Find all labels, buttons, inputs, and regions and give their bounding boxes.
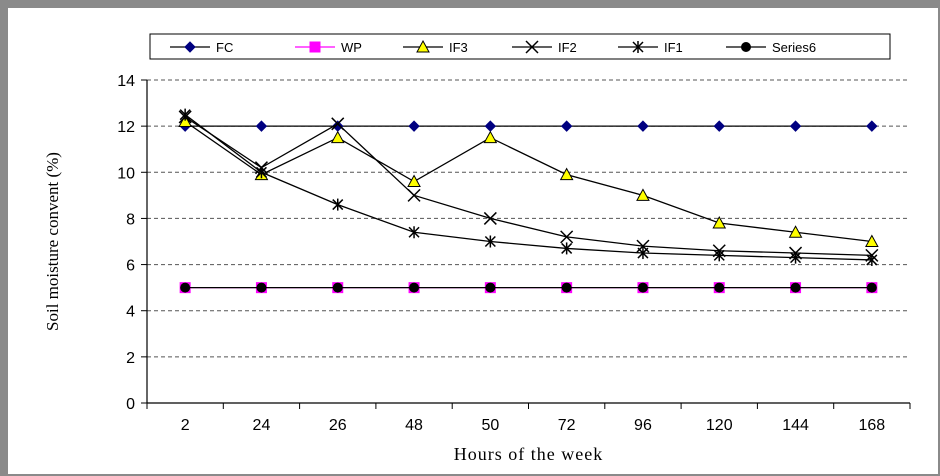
series-series6-marker: [332, 282, 343, 293]
series-if1-marker: [408, 226, 420, 239]
series-if3-marker: [330, 130, 345, 144]
x-tick-label: 120: [706, 417, 733, 434]
series-fc-marker: [866, 120, 878, 132]
series-series6-marker: [714, 282, 725, 293]
x-axis-title: Hours of the week: [454, 444, 603, 464]
legend-item-if3: IF3: [403, 39, 468, 55]
series-if3-marker: [407, 174, 421, 188]
series-if2-marker: [560, 230, 574, 244]
legend: FC WP IF3 IF2 IF1 Series6: [149, 33, 891, 60]
series-if1-marker: [332, 198, 344, 211]
series-if2-marker: [407, 188, 421, 202]
series-series6-marker: [790, 282, 801, 293]
legend-box: [149, 33, 891, 60]
series-fc-marker: [484, 120, 497, 132]
series-if1-marker: [790, 251, 802, 264]
series-line-if3: [184, 120, 872, 243]
y-tick-label: 4: [126, 304, 135, 321]
series-if2-marker: [483, 211, 497, 225]
series-fc-marker: [255, 120, 268, 132]
legend-wp-marker: [309, 41, 321, 53]
legend-label: WP: [341, 40, 362, 55]
legend-item-if2: IF2: [512, 40, 577, 55]
legend-label: IF3: [449, 40, 468, 55]
series-if3: [178, 114, 879, 247]
legend-item-wp: WP: [295, 40, 362, 55]
series-if1-marker: [713, 249, 725, 262]
x-tick-label: 48: [405, 417, 423, 434]
series-if1-marker: [484, 235, 496, 248]
series-if3-marker: [559, 167, 574, 181]
series-series6-marker: [485, 282, 496, 293]
legend-label: IF1: [664, 40, 683, 55]
series-series6-marker: [637, 282, 648, 293]
series-if1-marker: [561, 242, 573, 255]
series-if3-marker: [788, 225, 803, 238]
x-tick-label: 96: [634, 417, 652, 434]
legend-fc-marker: [184, 41, 196, 53]
series-if2-marker: [636, 239, 650, 253]
series-if3-marker: [865, 234, 879, 247]
legend-item-series6: Series6: [726, 40, 816, 55]
legend-label: Series6: [772, 40, 816, 55]
series-series6-marker: [180, 282, 191, 293]
series-fc-marker: [713, 120, 725, 132]
series-line-if2: [184, 116, 872, 256]
x-tick-label: 72: [558, 417, 576, 434]
series-if1-marker: [637, 247, 649, 260]
series-series6-marker: [561, 282, 572, 293]
series-if2-marker: [331, 117, 345, 131]
y-axis-title: Soil moisture convent (%): [43, 152, 62, 331]
x-tick-label: 2: [181, 417, 190, 434]
legend-if3-marker: [416, 39, 430, 53]
series-if1-marker: [255, 166, 267, 179]
series-fc: [179, 120, 878, 132]
x-tick-label: 144: [782, 417, 809, 434]
series-series6: [180, 282, 877, 293]
series-series6-marker: [866, 282, 877, 293]
series-if3-marker: [636, 188, 650, 201]
series-series6-marker: [256, 282, 267, 293]
legend-label: FC: [216, 40, 233, 55]
y-tick-label: 10: [117, 165, 135, 182]
legend-item-fc: FC: [170, 40, 233, 55]
series-fc-marker: [408, 120, 420, 132]
x-tick-label: 24: [253, 417, 271, 434]
x-tick-label: 168: [858, 417, 885, 434]
series-if3-marker: [178, 114, 192, 128]
series-if2: [178, 110, 879, 262]
legend-if2-marker: [525, 40, 539, 54]
y-tick-label: 12: [117, 119, 135, 136]
series-if1-marker: [866, 253, 878, 266]
series-if1-marker: [179, 108, 191, 121]
series-series6-marker: [409, 282, 420, 293]
y-tick-label: 8: [126, 211, 135, 228]
legend-series6-marker: [741, 42, 751, 52]
y-tick-label: 2: [126, 350, 135, 367]
legend-label: IF2: [558, 40, 577, 55]
x-tick-label: 26: [329, 417, 347, 434]
series-line-if1: [184, 114, 872, 261]
series-fc-marker: [789, 120, 802, 132]
series-group: [178, 108, 879, 294]
legend-if1-marker: [632, 41, 644, 53]
y-tick-label: 6: [126, 258, 135, 275]
legend-item-if1: IF1: [618, 40, 683, 55]
series-if3-marker: [712, 215, 727, 229]
series-if3-marker: [483, 130, 498, 144]
y-tick-label: 0: [126, 396, 135, 413]
y-tick-label: 14: [117, 73, 135, 90]
x-tick-label: 50: [481, 417, 499, 434]
series-fc-marker: [637, 120, 649, 132]
series-fc-marker: [560, 120, 573, 132]
series-if1: [179, 108, 878, 266]
